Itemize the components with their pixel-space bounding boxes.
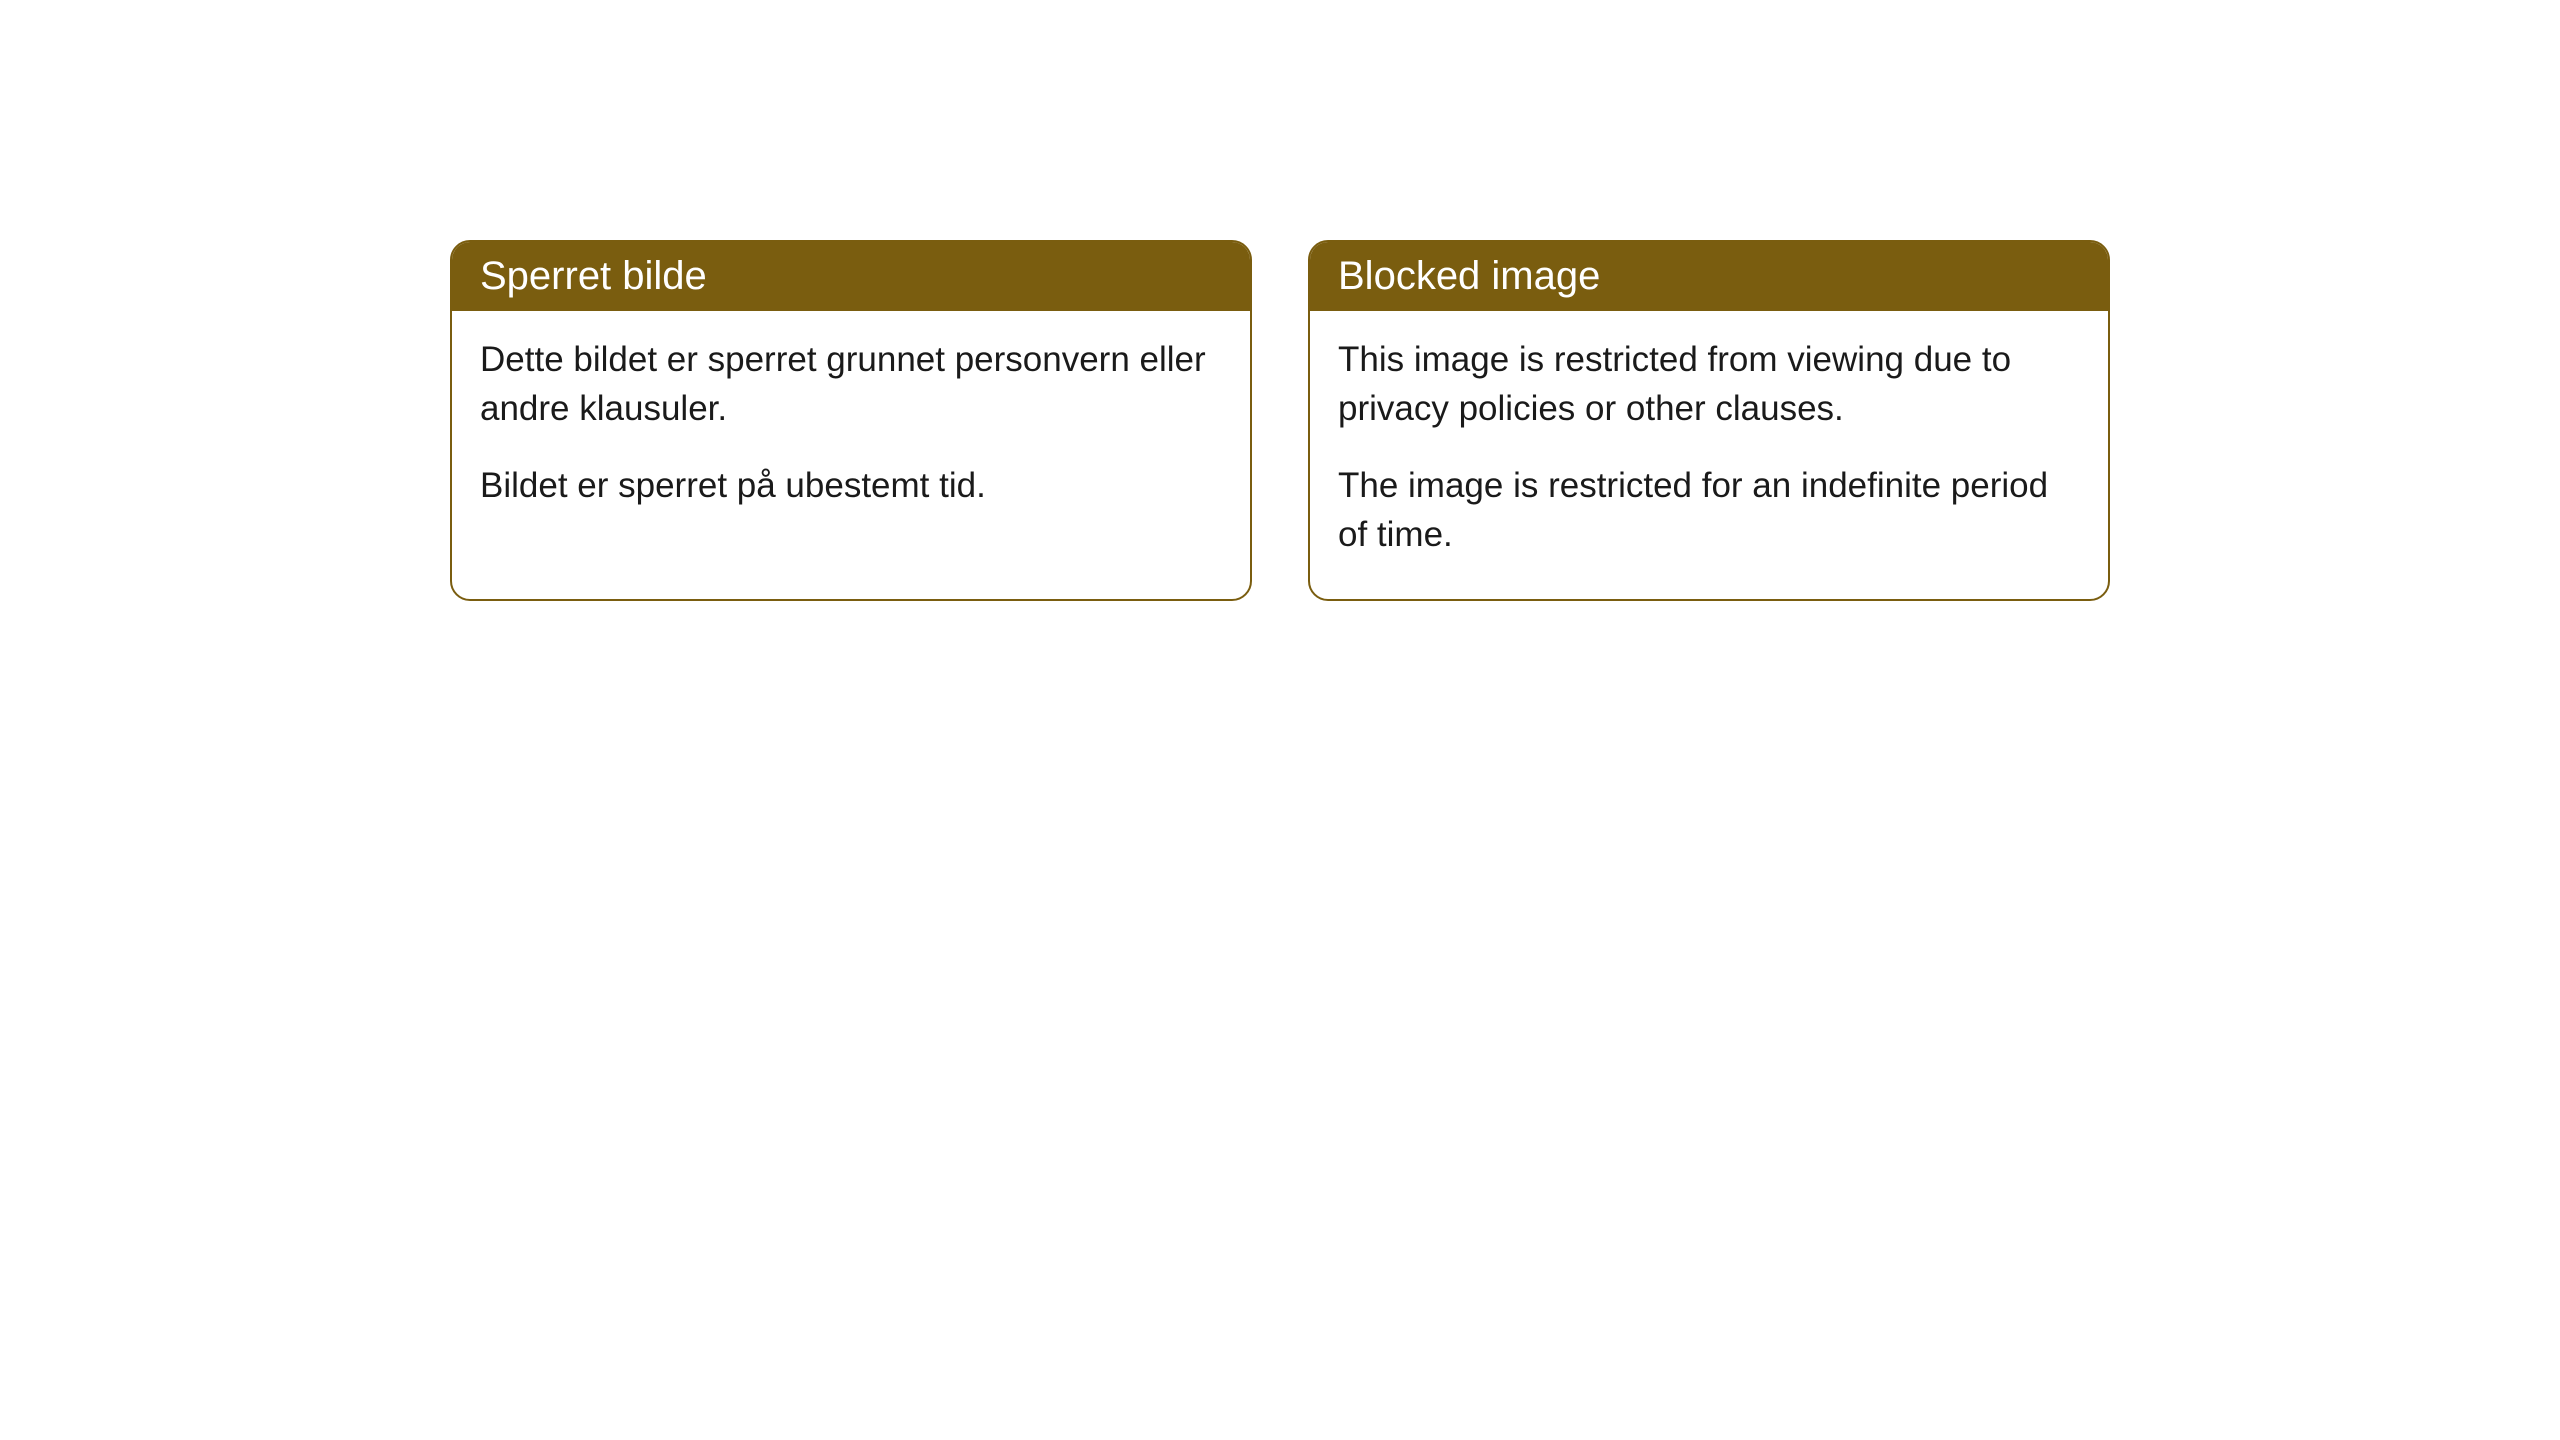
card-paragraph: The image is restricted for an indefinit…	[1338, 461, 2080, 559]
card-body: Dette bildet er sperret grunnet personve…	[452, 311, 1250, 550]
card-body: This image is restricted from viewing du…	[1310, 311, 2108, 599]
blocked-image-card-no: Sperret bilde Dette bildet er sperret gr…	[450, 240, 1252, 601]
card-title: Sperret bilde	[452, 242, 1250, 311]
card-paragraph: This image is restricted from viewing du…	[1338, 335, 2080, 433]
card-paragraph: Bildet er sperret på ubestemt tid.	[480, 461, 1222, 510]
card-paragraph: Dette bildet er sperret grunnet personve…	[480, 335, 1222, 433]
notice-cards-container: Sperret bilde Dette bildet er sperret gr…	[450, 240, 2110, 601]
blocked-image-card-en: Blocked image This image is restricted f…	[1308, 240, 2110, 601]
card-title: Blocked image	[1310, 242, 2108, 311]
